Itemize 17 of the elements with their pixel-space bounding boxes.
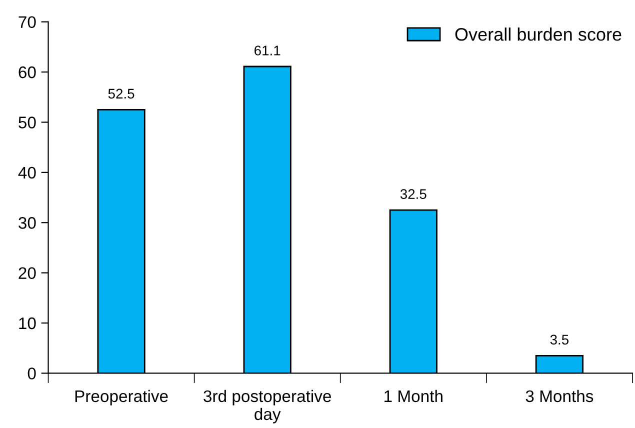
data-label: 61.1 — [254, 46, 280, 56]
data-label: 32.5 — [400, 189, 426, 199]
data-label: 52.5 — [108, 88, 134, 99]
x-tick-label: Preoperative — [75, 390, 168, 406]
y-tick-label: 30 — [18, 217, 36, 229]
x-tick-label: 3rd postoperative day — [204, 390, 331, 424]
y-tick-label: 40 — [18, 166, 36, 179]
y-tick-label: 10 — [19, 317, 36, 330]
y-tick-label: 70 — [18, 16, 36, 28]
y-tick-label: 60 — [18, 66, 36, 78]
y-tick-label: 20 — [18, 267, 36, 280]
x-tick-label: 1 Month — [384, 390, 442, 402]
x-tick-label: 3 Months — [526, 390, 594, 402]
data-label: 3.5 — [550, 334, 569, 345]
legend-label: Overall burden score — [455, 28, 622, 41]
y-tick-label: 50 — [18, 116, 36, 128]
y-tick-label: 0 — [28, 368, 36, 380]
